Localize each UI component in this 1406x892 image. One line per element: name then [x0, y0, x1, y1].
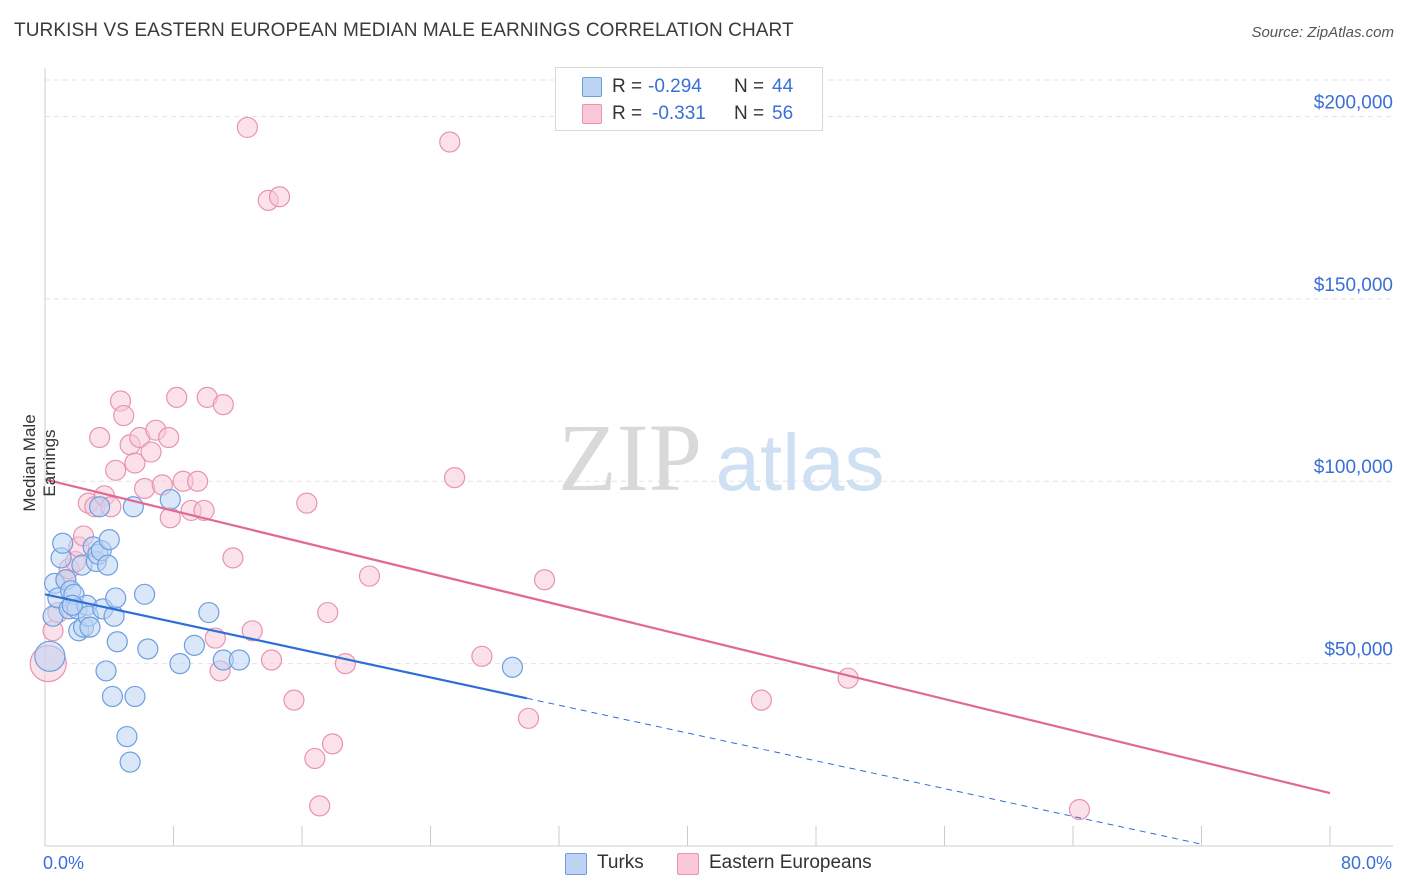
data-point: [283, 689, 305, 711]
correlation-legend: R = -0.294 N = 44 R = -0.331 N = 56: [555, 67, 823, 131]
x-axis-min-label: 0.0%: [43, 853, 85, 873]
data-point: [89, 426, 111, 449]
data-point: [119, 751, 141, 773]
data-point: [304, 747, 326, 770]
axes: [44, 68, 1393, 847]
watermark: ZIP atlas: [558, 404, 884, 511]
legend-swatch-turks: [582, 77, 602, 97]
y-tick-label: $50,000: [1324, 640, 1393, 661]
data-point: [124, 685, 146, 708]
trend-line-turks-extension: [526, 697, 1202, 845]
data-point: [236, 116, 258, 139]
data-point: [52, 532, 74, 554]
legend-n-label: N =: [734, 76, 765, 97]
legend-n-value-turks: 44: [772, 76, 794, 97]
data-point: [241, 620, 263, 642]
data-point: [533, 569, 556, 591]
data-point: [443, 466, 466, 489]
data-point: [501, 656, 524, 678]
gridlines: [45, 79, 1393, 665]
data-point: [124, 452, 146, 474]
data-point: [34, 640, 66, 672]
data-point: [137, 638, 159, 660]
data-point: [471, 645, 493, 667]
data-point: [166, 386, 188, 408]
watermark-atlas: atlas: [716, 418, 885, 507]
x-axis-max-label: 80.0%: [1340, 853, 1392, 873]
data-point: [79, 616, 101, 638]
data-point: [106, 631, 128, 653]
legend-r-label: R =: [612, 76, 643, 97]
chart-title: TURKISH VS EASTERN EUROPEAN MEDIAN MALE …: [14, 20, 794, 41]
data-point: [439, 131, 461, 153]
data-point: [183, 634, 205, 656]
bottom-legend-swatch-turks: [565, 853, 587, 875]
data-point: [321, 733, 344, 755]
y-axis-label: Median Male Earnings: [20, 414, 59, 512]
data-point: [158, 426, 180, 449]
data-point: [169, 653, 191, 675]
trend-line-eastern-europeans: [44, 478, 1331, 795]
legend-r-value-eastern-europeans: -0.331: [652, 103, 706, 124]
data-point: [517, 707, 540, 729]
data-point: [97, 554, 119, 576]
data-point: [317, 601, 339, 624]
y-tick-label: $100,000: [1314, 457, 1393, 478]
data-point: [358, 565, 381, 587]
legend-n-value-eastern-europeans: 56: [772, 103, 794, 124]
data-point: [212, 394, 234, 416]
bottom-legend-label-turks: Turks: [597, 852, 644, 873]
data-point: [101, 685, 124, 708]
data-point: [750, 689, 772, 711]
data-point: [309, 795, 331, 817]
y-tick-label: $200,000: [1314, 92, 1393, 113]
y-tick-labels: $50,000 $100,000 $150,000 $200,000: [1314, 92, 1393, 660]
data-point: [222, 547, 244, 569]
data-point: [89, 496, 111, 518]
legend-r-label: R =: [612, 103, 643, 124]
data-point: [133, 583, 156, 605]
bottom-legend-label-eastern-europeans: Eastern Europeans: [709, 852, 872, 873]
data-point: [1068, 798, 1091, 821]
data-point: [95, 660, 117, 682]
legend-n-label: N =: [734, 103, 765, 124]
data-point: [186, 470, 209, 492]
legend-swatch-eastern-europeans: [582, 104, 602, 124]
data-point: [268, 186, 291, 208]
trend-lines: [44, 478, 1331, 845]
data-point: [116, 725, 138, 748]
bottom-legend-swatch-eastern-europeans: [677, 853, 699, 875]
data-point: [140, 441, 162, 463]
series-turks: [34, 488, 524, 773]
legend-r-value-turks: -0.294: [648, 76, 702, 97]
y-tick-label: $150,000: [1314, 275, 1393, 296]
trend-line-turks: [44, 593, 528, 700]
data-point: [159, 488, 181, 511]
data-point: [198, 601, 220, 624]
data-point: [228, 649, 250, 671]
data-point: [105, 459, 127, 481]
data-point: [193, 499, 215, 522]
data-point: [133, 477, 156, 500]
data-point: [260, 649, 283, 671]
data-point: [105, 587, 127, 609]
watermark-zip: ZIP: [558, 404, 702, 511]
data-point: [113, 404, 135, 427]
data-point: [98, 528, 120, 551]
data-point: [296, 492, 318, 514]
chart-source: Source: ZipAtlas.com: [1251, 24, 1394, 41]
